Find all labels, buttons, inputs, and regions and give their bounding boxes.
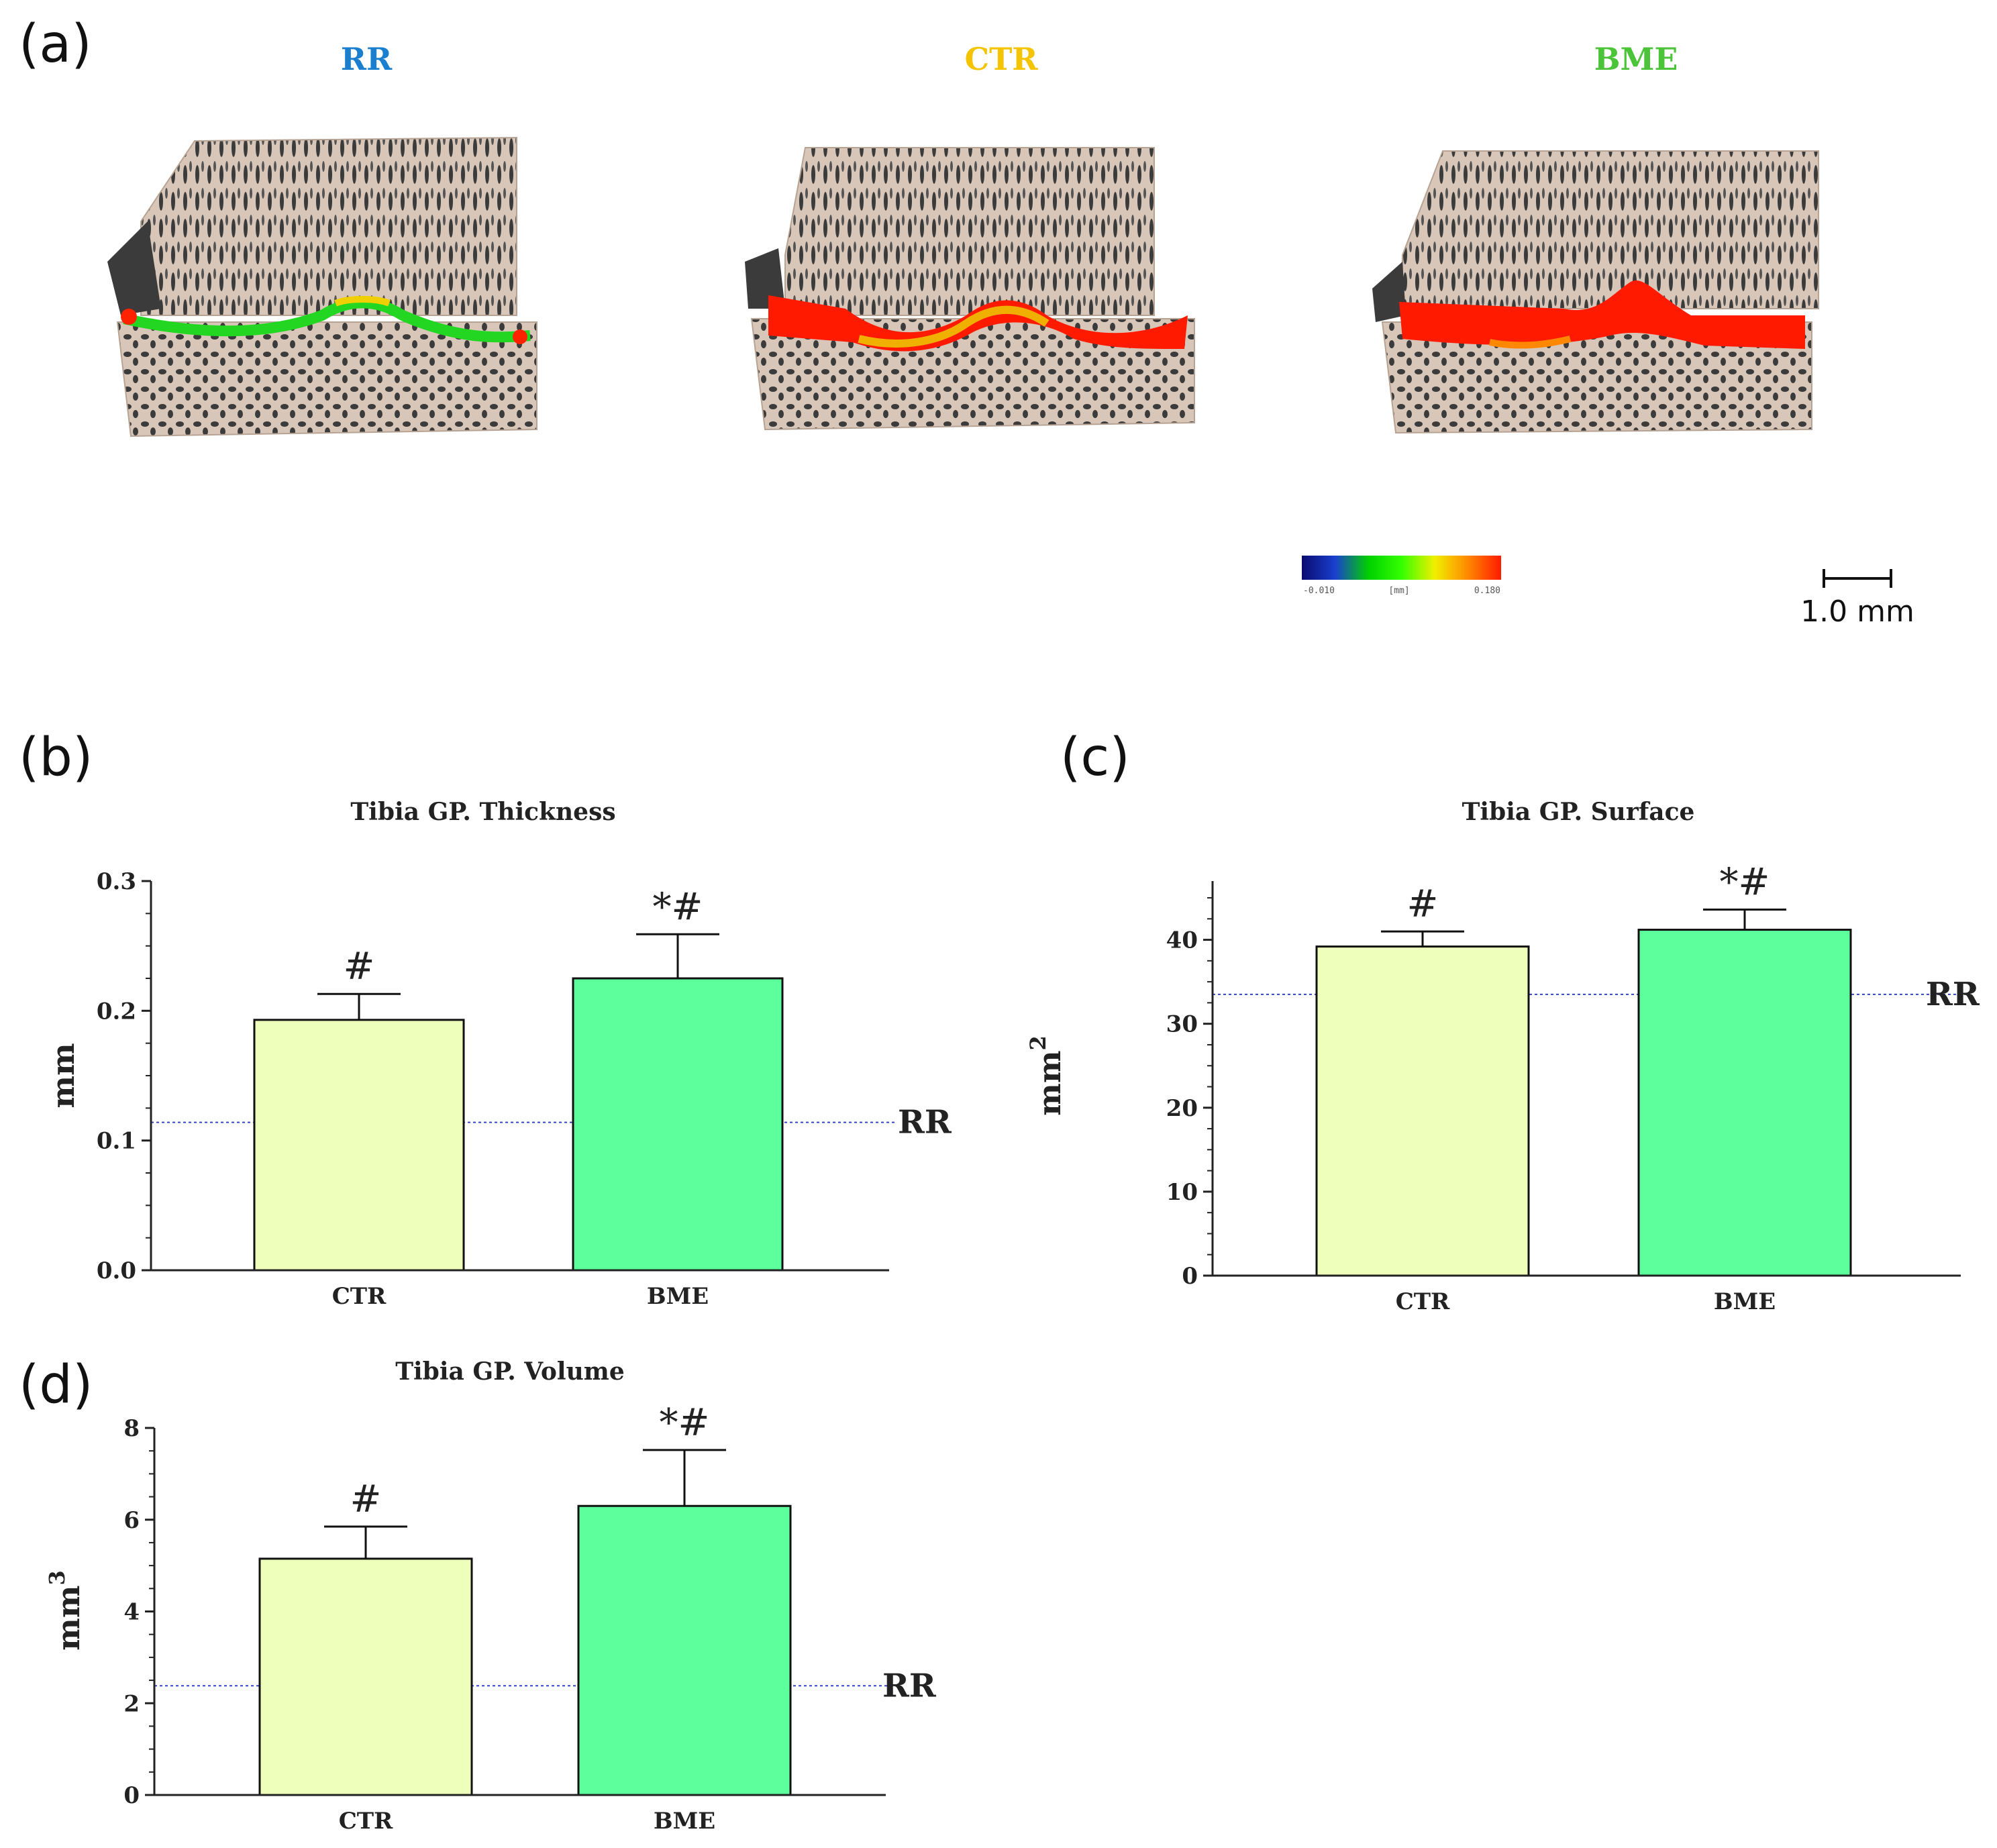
category-label: BME — [654, 1808, 715, 1835]
colorbar-max-label: 0.180 — [1474, 586, 1500, 596]
category-label: CTR — [332, 1283, 387, 1310]
chart-thickness: Tibia GP. Thickness RR # CTR *# BME 0.0 0.1 0.2 0… — [45, 798, 952, 1310]
y-tick-label: 30 — [1166, 1011, 1198, 1038]
bar-ctr — [253, 1019, 465, 1272]
colorbar-unit-label: [mm] — [1388, 586, 1409, 596]
category-label: BME — [647, 1283, 709, 1310]
y-tick-label: 0.0 — [97, 1257, 136, 1284]
significance-mark: *# — [653, 885, 703, 929]
significance-mark: # — [344, 945, 375, 988]
bar-ctr — [1315, 945, 1530, 1277]
y-tick-label: 0.1 — [97, 1128, 136, 1155]
bar-bme — [1637, 929, 1852, 1277]
bar-bme — [577, 1504, 792, 1796]
y-tick-label: 0 — [123, 1782, 140, 1809]
significance-mark: *# — [1720, 861, 1770, 905]
bone-image-rr — [107, 136, 537, 438]
panel-label-b: (b) — [19, 727, 93, 788]
category-label: CTR — [1396, 1288, 1450, 1315]
scale-bar-label: 1.0 mm — [1800, 595, 1914, 629]
reference-label: RR — [898, 1104, 952, 1141]
y-axis-label: mm2 — [1025, 1035, 1068, 1116]
colorbar — [1302, 556, 1501, 580]
y-tick-label: 4 — [123, 1599, 140, 1626]
reference-label: RR — [882, 1667, 937, 1704]
y-tick-label: 20 — [1166, 1095, 1198, 1122]
reference-label: RR — [1926, 976, 1980, 1013]
y-axis-label: mm3 — [44, 1570, 87, 1651]
y-tick-label: 2 — [123, 1690, 140, 1717]
significance-mark: # — [1407, 882, 1439, 926]
colorbar-min-label: -0.010 — [1303, 586, 1335, 596]
group-title-bme: BME — [1594, 41, 1678, 77]
y-tick-label: 0.3 — [97, 868, 136, 895]
panel-label-d: (d) — [19, 1355, 93, 1415]
scale-bar — [1823, 569, 1892, 588]
category-label: BME — [1714, 1288, 1776, 1315]
significance-mark: *# — [660, 1401, 710, 1445]
group-title-rr: RR — [341, 41, 393, 77]
category-label: CTR — [339, 1808, 393, 1835]
chart-title: Tibia GP. Surface — [1462, 798, 1695, 826]
group-title-ctr: CTR — [964, 41, 1038, 77]
y-axis-label: mm — [45, 1043, 81, 1108]
chart-volume: Tibia GP. Volume RR # CTR *# BME 0 2 4 6 8 mm3 — [44, 1357, 937, 1835]
y-tick-label: 0.2 — [97, 998, 136, 1025]
bar-bme — [572, 977, 784, 1272]
bone-image-bme — [1372, 150, 1819, 434]
y-tick-label: 6 — [123, 1507, 140, 1534]
y-tick-label: 0 — [1182, 1263, 1198, 1290]
y-tick-label: 40 — [1166, 927, 1198, 954]
chart-surface: Tibia GP. Surface RR # CTR *# BME 0 10 20 30 40 mm2 — [1025, 798, 1980, 1315]
panel-label-c: (c) — [1060, 727, 1130, 788]
chart-title: Tibia GP. Thickness — [350, 798, 615, 826]
significance-mark: # — [350, 1478, 382, 1521]
chart-title: Tibia GP. Volume — [395, 1357, 625, 1386]
y-tick-label: 8 — [123, 1415, 140, 1442]
bone-image-ctr — [745, 147, 1195, 431]
panel-label-a: (a) — [19, 14, 92, 74]
y-tick-label: 10 — [1166, 1179, 1198, 1206]
bar-ctr — [258, 1557, 473, 1796]
